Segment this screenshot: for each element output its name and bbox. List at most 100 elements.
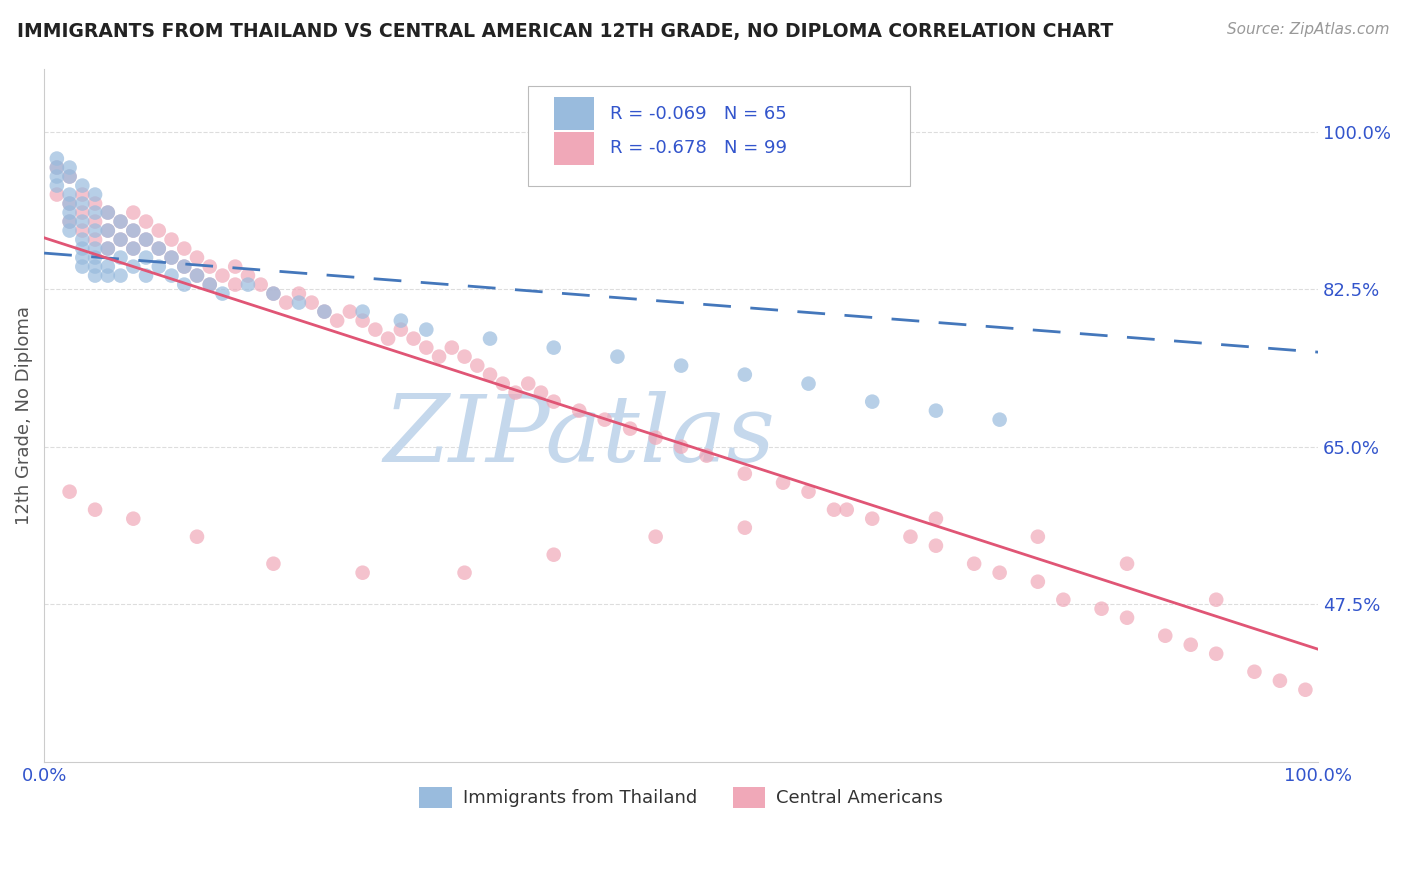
Point xyxy=(148,223,170,237)
Point xyxy=(72,205,94,219)
Text: Source: ZipAtlas.com: Source: ZipAtlas.com xyxy=(1226,22,1389,37)
Text: R = -0.678   N = 99: R = -0.678 N = 99 xyxy=(610,139,787,157)
Point xyxy=(1116,557,1139,571)
Point xyxy=(173,260,195,274)
Point xyxy=(84,233,107,247)
Point xyxy=(148,242,170,256)
Point xyxy=(84,268,107,283)
Point xyxy=(415,341,437,355)
Point xyxy=(1116,611,1139,625)
Point xyxy=(669,359,692,373)
Point xyxy=(669,440,692,454)
Point xyxy=(58,169,80,184)
Point xyxy=(364,323,387,337)
Point xyxy=(543,548,565,562)
Point xyxy=(925,511,948,525)
Point xyxy=(72,178,94,193)
Point xyxy=(72,251,94,265)
Point xyxy=(1026,574,1049,589)
Point xyxy=(453,566,475,580)
Point xyxy=(72,214,94,228)
Point xyxy=(925,539,948,553)
Point xyxy=(135,251,157,265)
Point xyxy=(173,242,195,256)
Point xyxy=(122,223,145,237)
Point xyxy=(262,286,284,301)
Point xyxy=(198,277,221,292)
Point xyxy=(352,566,374,580)
Point xyxy=(326,313,349,327)
Point xyxy=(389,323,412,337)
Point xyxy=(58,196,80,211)
Point xyxy=(58,214,80,228)
Point xyxy=(453,350,475,364)
Point xyxy=(110,268,132,283)
Point xyxy=(1026,530,1049,544)
Point xyxy=(860,511,883,525)
Point xyxy=(72,223,94,237)
Point xyxy=(160,251,183,265)
Point xyxy=(84,187,107,202)
Point xyxy=(58,161,80,175)
Point xyxy=(45,161,67,175)
Point xyxy=(288,286,311,301)
Point xyxy=(568,403,591,417)
Point xyxy=(314,304,336,318)
Point xyxy=(606,350,628,364)
Point xyxy=(1180,638,1202,652)
Point xyxy=(734,521,756,535)
Point xyxy=(734,467,756,481)
Point xyxy=(122,242,145,256)
Point xyxy=(72,242,94,256)
Point xyxy=(465,359,488,373)
FancyBboxPatch shape xyxy=(554,97,595,130)
Point xyxy=(1052,592,1074,607)
Point xyxy=(644,431,666,445)
Point xyxy=(224,277,246,292)
Point xyxy=(276,295,298,310)
Point xyxy=(1090,601,1112,615)
Point xyxy=(797,484,820,499)
Point xyxy=(135,268,157,283)
Point xyxy=(186,268,208,283)
Point xyxy=(186,251,208,265)
Point xyxy=(1205,592,1227,607)
Point xyxy=(860,394,883,409)
Point xyxy=(84,260,107,274)
Point xyxy=(58,214,80,228)
Point xyxy=(479,332,502,346)
Point xyxy=(988,566,1011,580)
Point xyxy=(97,242,120,256)
Point xyxy=(97,205,120,219)
Point xyxy=(97,223,120,237)
Point xyxy=(389,313,412,327)
Point xyxy=(1268,673,1291,688)
Point xyxy=(45,161,67,175)
Point xyxy=(925,403,948,417)
FancyBboxPatch shape xyxy=(529,86,911,186)
Point xyxy=(492,376,515,391)
Y-axis label: 12th Grade, No Diploma: 12th Grade, No Diploma xyxy=(15,306,32,524)
Point xyxy=(644,530,666,544)
Point xyxy=(58,205,80,219)
Point xyxy=(1294,682,1316,697)
Point xyxy=(301,295,323,310)
Point xyxy=(734,368,756,382)
Point xyxy=(823,502,845,516)
Point xyxy=(110,233,132,247)
Point xyxy=(963,557,986,571)
Point xyxy=(122,242,145,256)
Point xyxy=(84,205,107,219)
Point xyxy=(236,268,259,283)
Point xyxy=(135,214,157,228)
Point xyxy=(58,169,80,184)
Point xyxy=(58,196,80,211)
Point xyxy=(211,286,233,301)
Point xyxy=(110,251,132,265)
Point xyxy=(236,277,259,292)
Point xyxy=(97,260,120,274)
Point xyxy=(122,205,145,219)
Point xyxy=(110,214,132,228)
Point xyxy=(377,332,399,346)
Point xyxy=(314,304,336,318)
